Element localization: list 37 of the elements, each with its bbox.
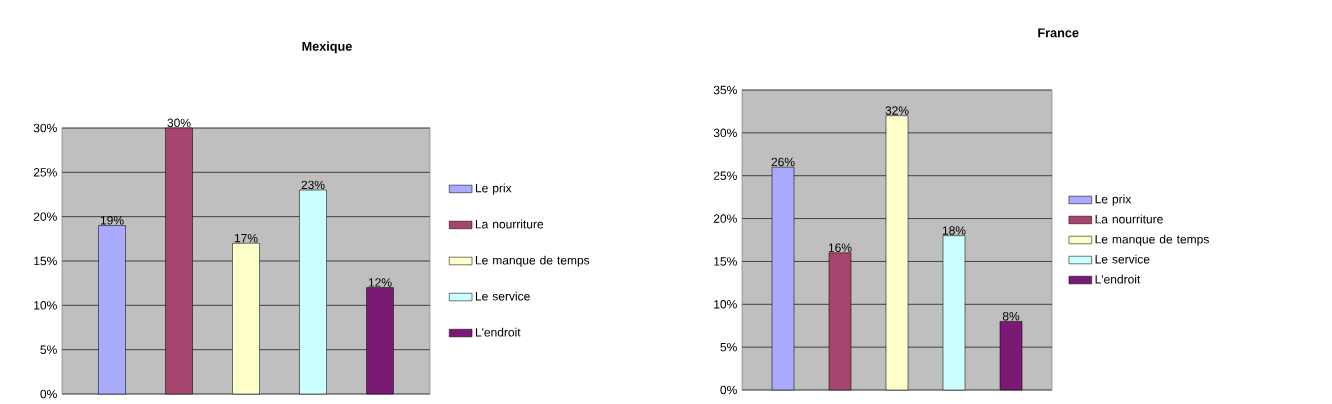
y-tick-label: 25% [713, 171, 737, 180]
legend-label: Le prix [475, 183, 512, 195]
y-tick-label: 20% [33, 212, 57, 221]
y-tick-label: 10% [34, 301, 57, 310]
data-label: 26% [771, 157, 795, 167]
legend-label: La nourriture [475, 219, 544, 229]
data-label: 16% [828, 243, 852, 252]
legend-label: Le service [1095, 254, 1150, 264]
y-tick-label: 30% [33, 123, 57, 133]
y-tick-label: 0% [40, 389, 57, 399]
data-label: 17% [234, 233, 258, 243]
y-tick-label: 35% [713, 85, 737, 95]
legend-label: L'endroit [1095, 274, 1141, 284]
y-tick-label: 5% [720, 342, 737, 352]
legend-label: L'endroit [475, 327, 521, 337]
data-label: 12% [368, 278, 392, 287]
y-tick-label: 10% [714, 300, 737, 309]
legend-label: Le manque de temps [1095, 234, 1209, 246]
data-label: 23% [301, 180, 325, 190]
y-tick-label: 15% [714, 257, 737, 266]
y-tick-label: 0% [720, 385, 737, 395]
data-label: 19% [100, 216, 124, 225]
data-label: 18% [942, 226, 966, 235]
legend-label: Le manque de temps [475, 255, 590, 267]
legend-label: Le prix [1095, 194, 1132, 206]
y-tick-label: 25% [33, 168, 57, 177]
data-label: 8% [1002, 311, 1020, 321]
data-label: 32% [885, 106, 909, 115]
chart-title: France [1038, 28, 1079, 38]
legend-label: Le service [475, 291, 530, 301]
y-tick-label: 30% [713, 128, 737, 138]
data-label: 30% [167, 118, 191, 128]
y-tick-label: 15% [34, 256, 57, 266]
y-tick-label: 5% [40, 345, 57, 354]
chart-title: Mexique [302, 41, 352, 54]
legend-label: La nourriture [1095, 214, 1163, 224]
y-tick-label: 20% [713, 214, 737, 223]
